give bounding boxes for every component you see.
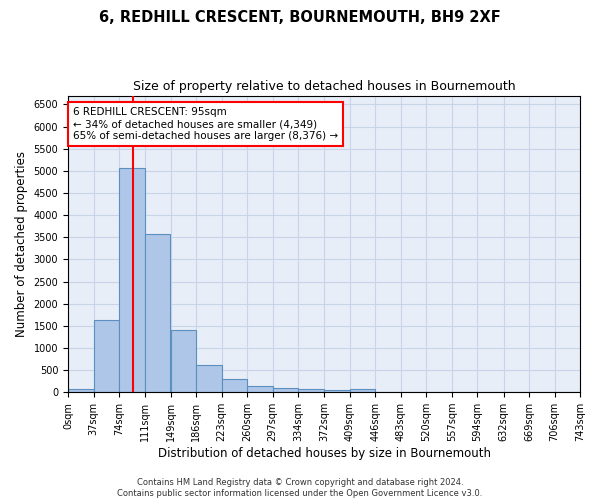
Bar <box>325 390 350 392</box>
Bar <box>145 234 170 392</box>
Title: Size of property relative to detached houses in Bournemouth: Size of property relative to detached ho… <box>133 80 515 93</box>
Bar <box>272 388 298 392</box>
Text: 6 REDHILL CRESCENT: 95sqm
← 34% of detached houses are smaller (4,349)
65% of se: 6 REDHILL CRESCENT: 95sqm ← 34% of detac… <box>73 108 338 140</box>
Bar <box>350 389 376 392</box>
X-axis label: Distribution of detached houses by size in Bournemouth: Distribution of detached houses by size … <box>158 447 491 460</box>
Bar <box>119 168 145 392</box>
Bar <box>170 330 196 392</box>
Y-axis label: Number of detached properties: Number of detached properties <box>15 151 28 337</box>
Bar <box>247 386 272 392</box>
Text: Contains HM Land Registry data © Crown copyright and database right 2024.
Contai: Contains HM Land Registry data © Crown c… <box>118 478 482 498</box>
Bar <box>94 320 119 392</box>
Bar <box>68 389 94 392</box>
Bar <box>221 380 247 392</box>
Bar <box>196 365 221 392</box>
Text: 6, REDHILL CRESCENT, BOURNEMOUTH, BH9 2XF: 6, REDHILL CRESCENT, BOURNEMOUTH, BH9 2X… <box>99 10 501 25</box>
Bar <box>298 390 323 392</box>
